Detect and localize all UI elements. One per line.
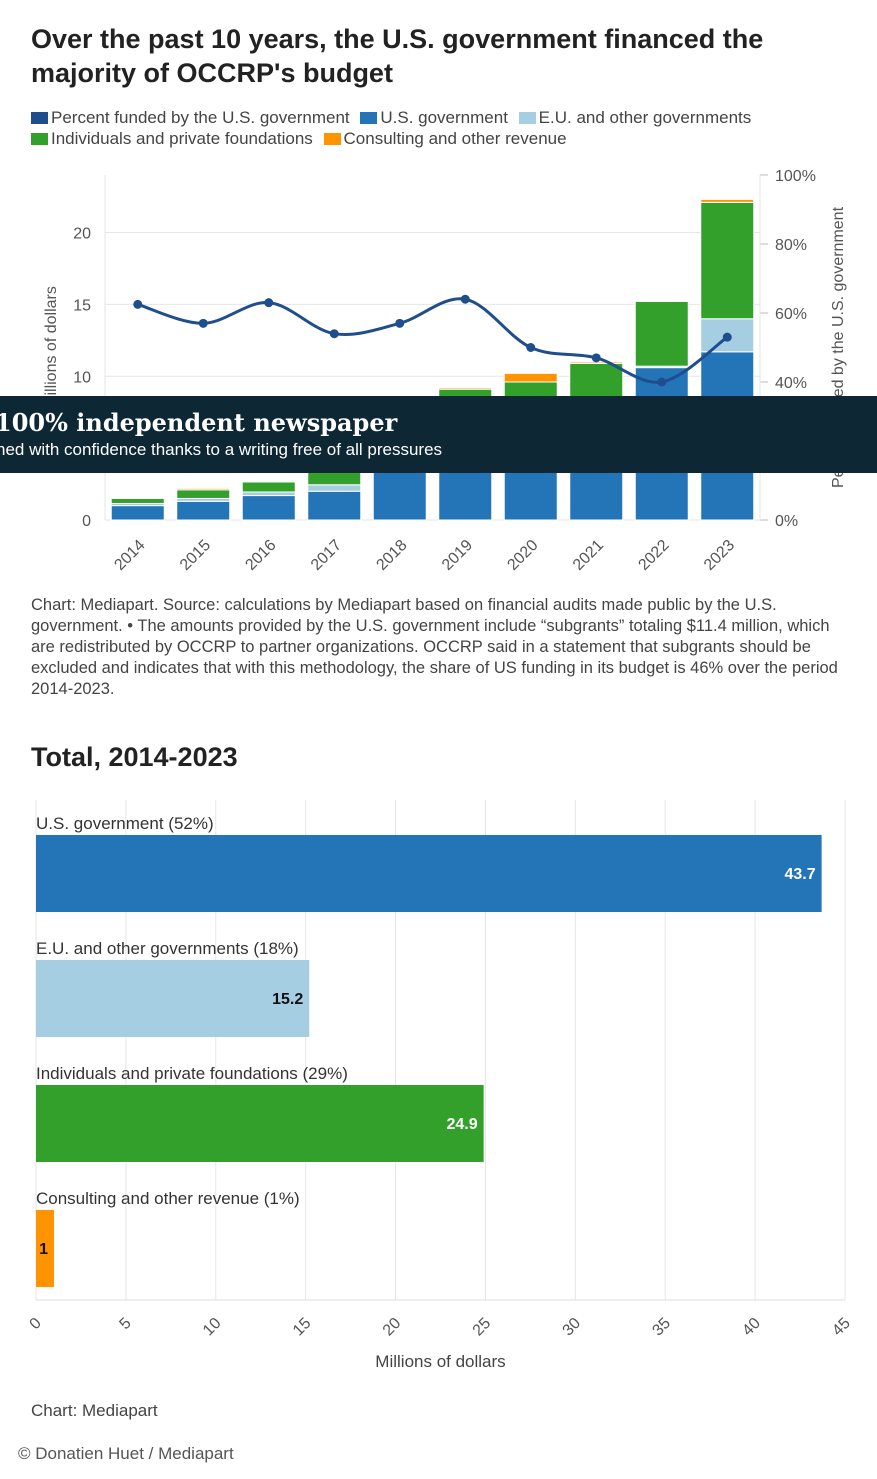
- legend-item-eu-governments: E.U. and other governments: [518, 107, 752, 128]
- percent-point: [264, 298, 274, 308]
- legend-swatch: [360, 112, 378, 124]
- percent-line: [137, 297, 729, 384]
- percent-point: [329, 329, 339, 339]
- y-tick-label: 15: [73, 297, 91, 314]
- bar-value-label: 1: [39, 1241, 48, 1258]
- percent-point: [526, 343, 536, 352]
- x-tick-label: 2014: [111, 537, 148, 574]
- legend-label: E.U. and other governments: [538, 108, 752, 127]
- y-tick-label: 10: [73, 369, 91, 386]
- x-tick-label: 15: [290, 1315, 315, 1340]
- legend-item-us-government: U.S. government: [360, 107, 508, 128]
- x-tick-label: 2018: [373, 537, 410, 574]
- bar-segment: [110, 505, 165, 521]
- percent-point: [198, 318, 208, 328]
- bar-segment: [503, 372, 558, 383]
- percent-point: [591, 353, 601, 363]
- bar-segment: [241, 491, 296, 497]
- legend-item-percent-us: Percent funded by the U.S. government: [31, 107, 350, 128]
- legend-label: Individuals and private foundations: [51, 129, 313, 148]
- x-tick-label: 2016: [242, 537, 279, 574]
- x-tick-label: 45: [829, 1315, 854, 1340]
- bar-segment: [110, 497, 165, 504]
- legend-swatch: [518, 112, 536, 124]
- section-title: Total, 2014-2023: [31, 742, 238, 772]
- x-tick-label: 20: [380, 1315, 405, 1340]
- x-tick-label: 35: [649, 1315, 674, 1340]
- bar: [36, 1085, 484, 1162]
- legend-item-consulting: Consulting and other revenue: [323, 128, 567, 149]
- x-tick-label: 2021: [570, 537, 607, 574]
- percent-point: [460, 294, 470, 304]
- bar-value-label: 15.2: [272, 991, 303, 1008]
- bar-segment: [176, 487, 231, 491]
- legend-item-individuals-foundations: Individuals and private foundations: [31, 128, 313, 149]
- y2-tick-label: 80%: [775, 237, 807, 254]
- y2-tick-label: 0%: [775, 513, 798, 530]
- chart-notes: Chart: Mediapart. Source: calculations b…: [31, 596, 838, 698]
- x-tick-label: 40: [739, 1315, 764, 1340]
- x-tick-label: 2015: [177, 537, 214, 574]
- bar-value-label: 43.7: [784, 866, 815, 883]
- percent-point: [395, 318, 405, 328]
- bar-category-label: Individuals and private foundations (29%…: [36, 1064, 348, 1083]
- x-tick-label: 2022: [635, 537, 672, 574]
- x-tick-label: 2023: [701, 537, 738, 574]
- x-tick-label: 30: [560, 1315, 585, 1340]
- bar-segment: [307, 490, 362, 521]
- banner-subline: ned with confidence thanks to a writing …: [0, 440, 443, 459]
- y2-tick-label: 40%: [775, 375, 807, 392]
- x-axis-title: Millions of dollars: [375, 1352, 505, 1371]
- y-tick-label: 20: [73, 226, 91, 243]
- stacked-bar-line-chart: 051015200%20%40%60%80%100%Millions of do…: [43, 168, 847, 574]
- legend-swatch: [31, 112, 48, 124]
- y2-tick-label: 60%: [775, 306, 807, 323]
- bar-segment: [241, 495, 296, 521]
- x-tick-label: 25: [470, 1315, 495, 1340]
- banner-headline: 100% independent newspaper: [0, 408, 398, 437]
- promo-banner[interactable]: 100% independent newspaper ned with conf…: [0, 396, 877, 473]
- y-axis-title: Millions of dollars: [43, 286, 60, 409]
- x-tick-label: 2019: [439, 537, 476, 574]
- legend-label: Percent funded by the U.S. government: [51, 108, 350, 127]
- bar-segment: [700, 201, 755, 320]
- bar-segment: [634, 300, 689, 302]
- x-tick-label: 0: [27, 1315, 45, 1333]
- legend: Percent funded by the U.S. government U.…: [31, 107, 871, 149]
- bar-segment: [438, 387, 493, 390]
- bar-segment: [241, 481, 296, 493]
- bar: [36, 835, 822, 912]
- bar-category-label: E.U. and other governments (18%): [36, 939, 299, 958]
- bar-category-label: U.S. government (52%): [36, 814, 214, 833]
- legend-swatch: [31, 133, 48, 145]
- bar: [36, 1210, 54, 1287]
- bar-segment: [176, 489, 231, 499]
- legend-label: Consulting and other revenue: [343, 129, 567, 148]
- bar-category-label: Consulting and other revenue (1%): [36, 1189, 300, 1208]
- bar-value-label: 24.9: [447, 1116, 478, 1133]
- percent-point: [722, 332, 732, 342]
- chart-title: Over the past 10 years, the U.S. governm…: [31, 24, 764, 88]
- legend-swatch: [323, 133, 341, 145]
- bar-segment: [176, 500, 231, 521]
- bar-segment: [634, 301, 689, 367]
- x-tick-label: 10: [200, 1315, 225, 1340]
- y-tick-label: 0: [82, 513, 91, 530]
- bar-segment: [700, 198, 755, 203]
- legend-label: U.S. government: [380, 108, 508, 127]
- percent-point: [657, 377, 667, 387]
- bar-segment: [241, 480, 296, 483]
- x-tick-label: 5: [116, 1315, 134, 1333]
- y2-tick-label: 100%: [775, 168, 816, 185]
- chart-source: Chart: Mediapart: [31, 1401, 158, 1420]
- horizontal-bar-chart: 0 5 10 15 20 25 30 35 40 45 Millions of dollars U.S…: [27, 800, 854, 1371]
- bar-segment: [110, 497, 165, 499]
- x-tick-label: 2017: [308, 537, 345, 574]
- bar-segment: [307, 484, 362, 492]
- x-tick-label: 2020: [504, 537, 541, 574]
- credit-line: © Donatien Huet / Mediapart: [18, 1444, 234, 1463]
- percent-point: [133, 299, 143, 309]
- bar: [36, 960, 310, 1037]
